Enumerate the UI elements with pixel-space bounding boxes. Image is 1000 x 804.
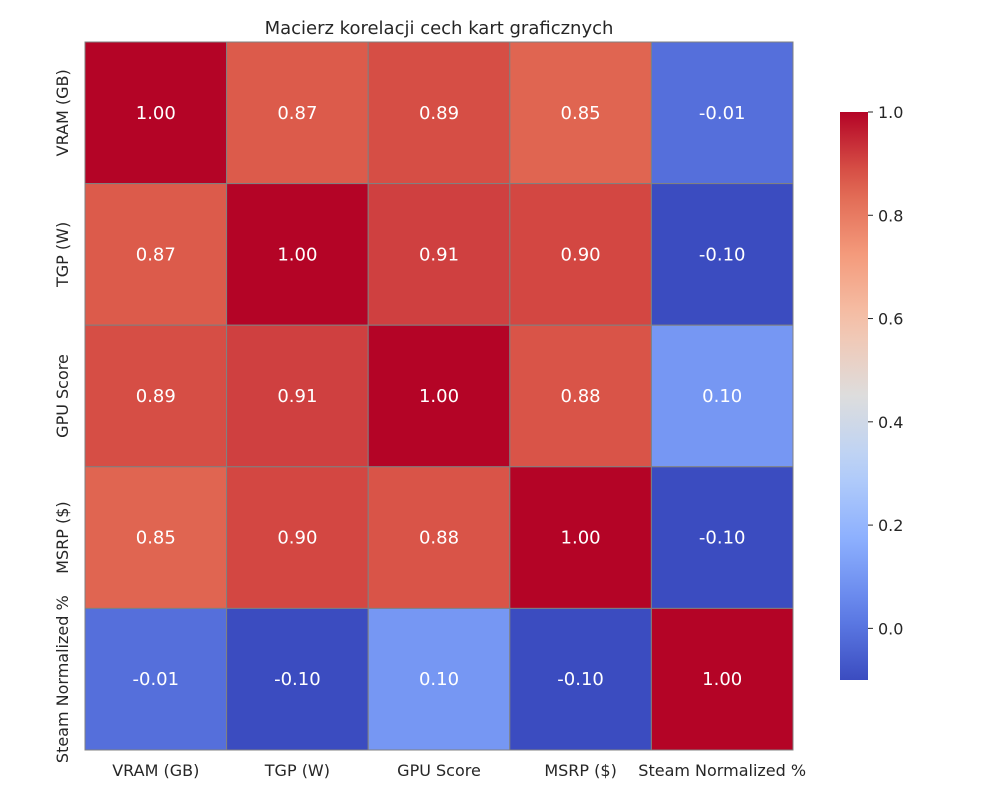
heatmap-cell	[509, 324, 652, 468]
heatmap-cell	[367, 324, 511, 468]
cell-value-label: 0.91	[277, 386, 317, 407]
cell-value-label: 0.89	[419, 103, 459, 124]
cell-value-label: -0.10	[557, 669, 604, 690]
heatmap-cell	[84, 41, 228, 185]
cell-value-label: 0.85	[561, 103, 601, 124]
colorbar-tick-label: 1.0	[878, 103, 903, 122]
cell-value-label: -0.01	[699, 103, 746, 124]
cell-value-label: 0.88	[561, 386, 601, 407]
cell-value-label: 0.88	[419, 528, 459, 549]
heatmap-cell	[650, 41, 794, 185]
cell-value-label: -0.10	[699, 528, 746, 549]
x-tick-label: GPU Score	[397, 761, 481, 780]
chart-title: Macierz korelacji cech kart graficznych	[265, 18, 614, 39]
y-tick-label: TGP (W)	[53, 222, 72, 288]
x-tick-labels: VRAM (GB) TGP (W) GPU Score MSRP ($) Steam N…	[112, 761, 806, 780]
cell-value-label: 0.91	[419, 244, 459, 265]
cell-value-label: 1.00	[277, 244, 317, 265]
cell-value-label: 0.87	[136, 244, 176, 265]
cell-value-label: -0.01	[133, 669, 180, 690]
y-tick-label: MSRP ($)	[53, 501, 72, 573]
colorbar-gradient	[840, 112, 868, 680]
heatmap-cell	[509, 466, 652, 609]
heatmap-cell	[226, 466, 369, 609]
heatmap-cell	[84, 466, 228, 609]
cell-value-label: -0.10	[699, 244, 746, 265]
heatmap-cell	[367, 183, 511, 326]
cell-value-label: 0.85	[136, 528, 176, 549]
cell-value-label: -0.10	[274, 669, 321, 690]
heatmap-cell	[84, 183, 228, 326]
colorbar-tick-label: 0.4	[878, 413, 903, 432]
heatmap-cell	[650, 183, 794, 326]
heatmap-cell	[367, 607, 511, 751]
x-tick-label: Steam Normalized %	[638, 761, 806, 780]
cell-value-label: 1.00	[419, 386, 459, 407]
heatmap-cell	[509, 41, 652, 185]
cell-value-label: 1.00	[702, 669, 742, 690]
y-tick-labels: VRAM (GB) TGP (W) GPU Score MSRP ($) Steam N…	[53, 69, 72, 763]
heatmap-cell	[650, 607, 794, 751]
heatmap-cells: 1.00 0.87 0.89 0.85 -0.01 0.87 1.00 0.91 0.90 -0.…	[84, 41, 794, 751]
colorbar-tick-label: 0.0	[878, 619, 903, 638]
cell-value-label: 0.90	[277, 528, 317, 549]
x-tick-label: MSRP ($)	[544, 761, 616, 780]
cell-value-label: 0.10	[419, 669, 459, 690]
heatmap-cell	[367, 41, 511, 185]
x-tick-label: TGP (W)	[264, 761, 330, 780]
cell-value-label: 1.00	[136, 103, 176, 124]
colorbar: 0.0 0.2 0.4 0.6 0.8 1.0	[840, 103, 903, 680]
cell-value-label: 0.10	[702, 386, 742, 407]
cell-value-label: 0.90	[561, 244, 601, 265]
heatmap-cell	[226, 607, 369, 751]
heatmap-cell	[226, 324, 369, 468]
heatmap-cell	[650, 324, 794, 468]
cell-value-label: 0.87	[277, 103, 317, 124]
heatmap-cell	[650, 466, 794, 609]
colorbar-tick-label: 0.2	[878, 516, 903, 535]
colorbar-tick-label: 0.8	[878, 206, 903, 225]
x-tick-label: VRAM (GB)	[112, 761, 199, 780]
heatmap-cell	[84, 607, 228, 751]
colorbar-tick-label: 0.6	[878, 310, 903, 329]
y-tick-label: VRAM (GB)	[53, 69, 72, 156]
heatmap-cell	[367, 466, 511, 609]
cell-value-label: 1.00	[561, 528, 601, 549]
heatmap-cell	[226, 41, 369, 185]
y-tick-label: Steam Normalized %	[53, 595, 72, 763]
cell-value-label: 0.89	[136, 386, 176, 407]
y-tick-label: GPU Score	[53, 354, 72, 438]
